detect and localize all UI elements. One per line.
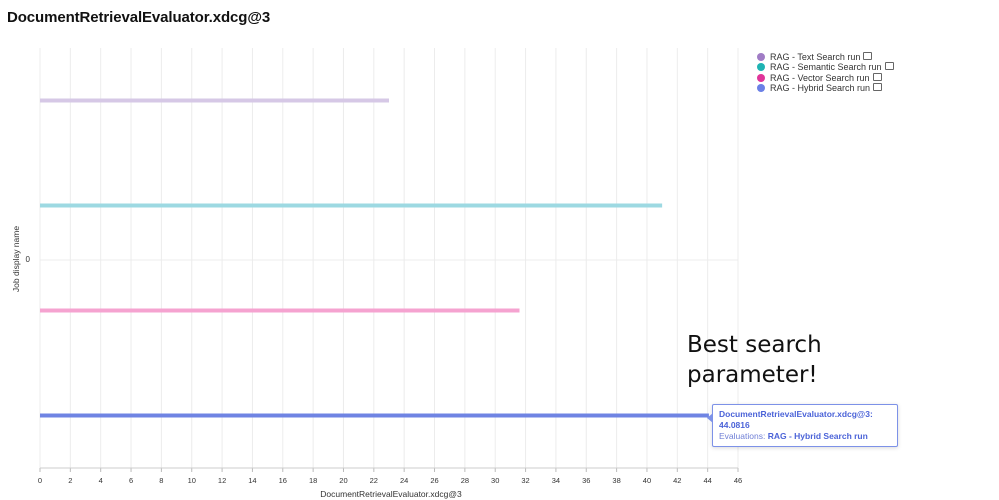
x-tick-label: 30	[491, 476, 499, 485]
open-external-icon[interactable]	[884, 62, 894, 71]
x-tick-label: 24	[400, 476, 408, 485]
legend-item-semantic-search[interactable]: RAG - Semantic Search run	[757, 62, 894, 72]
legend-item-hybrid-search[interactable]: RAG - Hybrid Search run	[757, 83, 894, 93]
x-tick-label: 26	[430, 476, 438, 485]
bar-rag-vector-search-run[interactable]	[40, 308, 520, 313]
legend-swatch	[757, 84, 765, 93]
bar-rag-semantic-search-run[interactable]	[40, 203, 663, 208]
annotation-line-2: parameter!	[687, 362, 818, 388]
x-axis-label: DocumentRetrievalEvaluator.xdcg@3	[320, 489, 462, 499]
x-tick-label: 6	[129, 476, 133, 485]
open-external-icon[interactable]	[872, 72, 882, 81]
x-tick-label: 16	[279, 476, 287, 485]
open-external-icon[interactable]	[873, 83, 883, 92]
tooltip-value: RAG - Hybrid Search run	[767, 431, 868, 441]
x-tick-label: 8	[159, 476, 163, 485]
x-tick-labels: 0 2 4 6 8 10 12 14 16 18 20 22 24 26 28 30 32 34 36 38 40 42 4…	[38, 476, 742, 485]
x-tick-label: 20	[339, 476, 347, 485]
open-external-icon[interactable]	[863, 52, 873, 61]
legend-label: RAG - Hybrid Search run	[770, 83, 871, 94]
grid-lines	[39, 48, 739, 468]
x-tick-label: 18	[309, 476, 317, 485]
bars	[40, 98, 709, 418]
tooltip-detail: Evaluations: RAG - Hybrid Search run	[719, 431, 891, 442]
x-tick-label: 28	[461, 476, 469, 485]
x-tick-label: 40	[643, 476, 651, 485]
legend-label: RAG - Text Search run	[770, 52, 861, 63]
bar-rag-text-search-run[interactable]	[40, 98, 389, 103]
x-tick-label: 44	[703, 476, 711, 485]
chart-title: DocumentRetrievalEvaluator.xdcg@3	[7, 9, 271, 26]
legend-swatch	[757, 73, 765, 82]
legend-swatch	[757, 63, 765, 72]
legend-item-text-search[interactable]: RAG - Text Search run	[757, 52, 894, 62]
x-tick-label: 2	[68, 476, 72, 485]
chart-legend: RAG - Text Search run RAG - Semantic Sea…	[757, 52, 894, 93]
x-tick-label: 22	[370, 476, 378, 485]
x-tick-label: 12	[218, 476, 226, 485]
x-tick-label: 14	[248, 476, 256, 485]
annotation-line-1: Best search	[687, 332, 822, 358]
x-tick-label: 32	[521, 476, 529, 485]
bar-rag-hybrid-search-run[interactable]	[40, 413, 709, 418]
x-tick-label: 10	[188, 476, 196, 485]
annotation-text: Best search parameter!	[687, 330, 822, 390]
tooltip-prefix: Evaluations:	[719, 431, 766, 441]
legend-item-vector-search[interactable]: RAG - Vector Search run	[757, 72, 894, 83]
x-tick-label: 0	[38, 476, 42, 485]
x-tick-label: 4	[99, 476, 103, 485]
y-tick-label: 0	[26, 255, 31, 264]
x-tick-label: 38	[612, 476, 620, 485]
y-axis-label: Job display name	[11, 226, 21, 292]
x-tick-label: 46	[734, 476, 742, 485]
x-tick-label: 36	[582, 476, 590, 485]
axes	[39, 467, 739, 472]
legend-label: RAG - Semantic Search run	[770, 62, 882, 73]
legend-label: RAG - Vector Search run	[770, 72, 870, 83]
x-tick-label: 42	[673, 476, 681, 485]
x-tick-label: 34	[552, 476, 560, 485]
bar-tooltip: DocumentRetrievalEvaluator.xdcg@3: 44.08…	[707, 404, 898, 447]
legend-swatch	[757, 53, 765, 62]
tooltip-header: DocumentRetrievalEvaluator.xdcg@3: 44.08…	[719, 409, 873, 430]
